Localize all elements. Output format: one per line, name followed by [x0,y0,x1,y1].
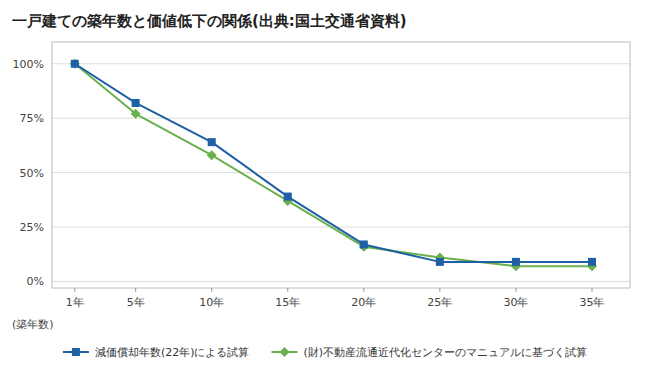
x-tick-label: 20年 [351,296,376,309]
background [0,0,650,375]
legend-label: (財)不動産流通近代化センターのマニュアルに基づく試算 [304,346,588,359]
legend-swatch-marker [280,347,290,357]
x-tick [135,288,136,292]
y-tick-label: 25% [20,221,44,234]
x-tick-label: 25年 [427,296,452,309]
point [512,258,520,266]
x-tick-label: 5年 [127,296,145,309]
chart: 一戸建ての築年数と価値低下の関係(出典:国土交通省資料) 0% 25% 50% 75% 1… [0,0,650,375]
y-tick-label: 100% [13,58,44,71]
point [436,258,444,266]
x-tick-label: 10年 [199,296,224,309]
legend-item: (財)不動産流通近代化センターのマニュアルに基づく試算 [272,346,588,359]
point [284,193,292,201]
title: 一戸建ての築年数と価値低下の関係(出典:国土交通省資料) [12,12,407,30]
point [208,138,216,146]
x-tick [211,288,212,292]
y-tick-label: 75% [20,112,44,125]
grid-line [52,281,630,282]
legend-label: 減価償却年数(22年)による試算 [95,346,250,359]
legend-swatch-marker [72,348,80,356]
y-tick-label: 0% [27,275,44,288]
x-tick-label: 30年 [503,296,528,309]
series [71,60,596,266]
x-tick [591,288,592,292]
point [71,60,79,68]
x-tick [439,288,440,292]
legend-item: 減価償却年数(22年)による試算 [63,346,250,359]
grid-line [52,118,630,119]
point [132,99,140,107]
legend: 減価償却年数(22年)による試算 (財)不動産流通近代化センターのマニュアルに基づ… [63,346,587,359]
point [131,109,141,119]
x-tick [74,288,75,292]
y-tick-label: 50% [20,167,44,180]
x-tick-label: 35年 [579,296,604,309]
point [588,258,596,266]
x-tick [515,288,516,292]
grid-line [52,63,630,64]
x-axis-label: (築年数) [12,318,54,331]
plot-frame [52,42,630,288]
grid-line [52,227,630,228]
series-line [75,64,592,266]
series [70,59,597,271]
point [70,59,80,69]
point [207,150,217,160]
x-tick-label: 1年 [66,296,84,309]
x-tick-label: 15年 [275,296,300,309]
x-tick [287,288,288,292]
point [360,240,368,248]
series-line [75,64,592,262]
grid-line [52,172,630,173]
plot-area [70,59,597,271]
x-tick [363,288,364,292]
